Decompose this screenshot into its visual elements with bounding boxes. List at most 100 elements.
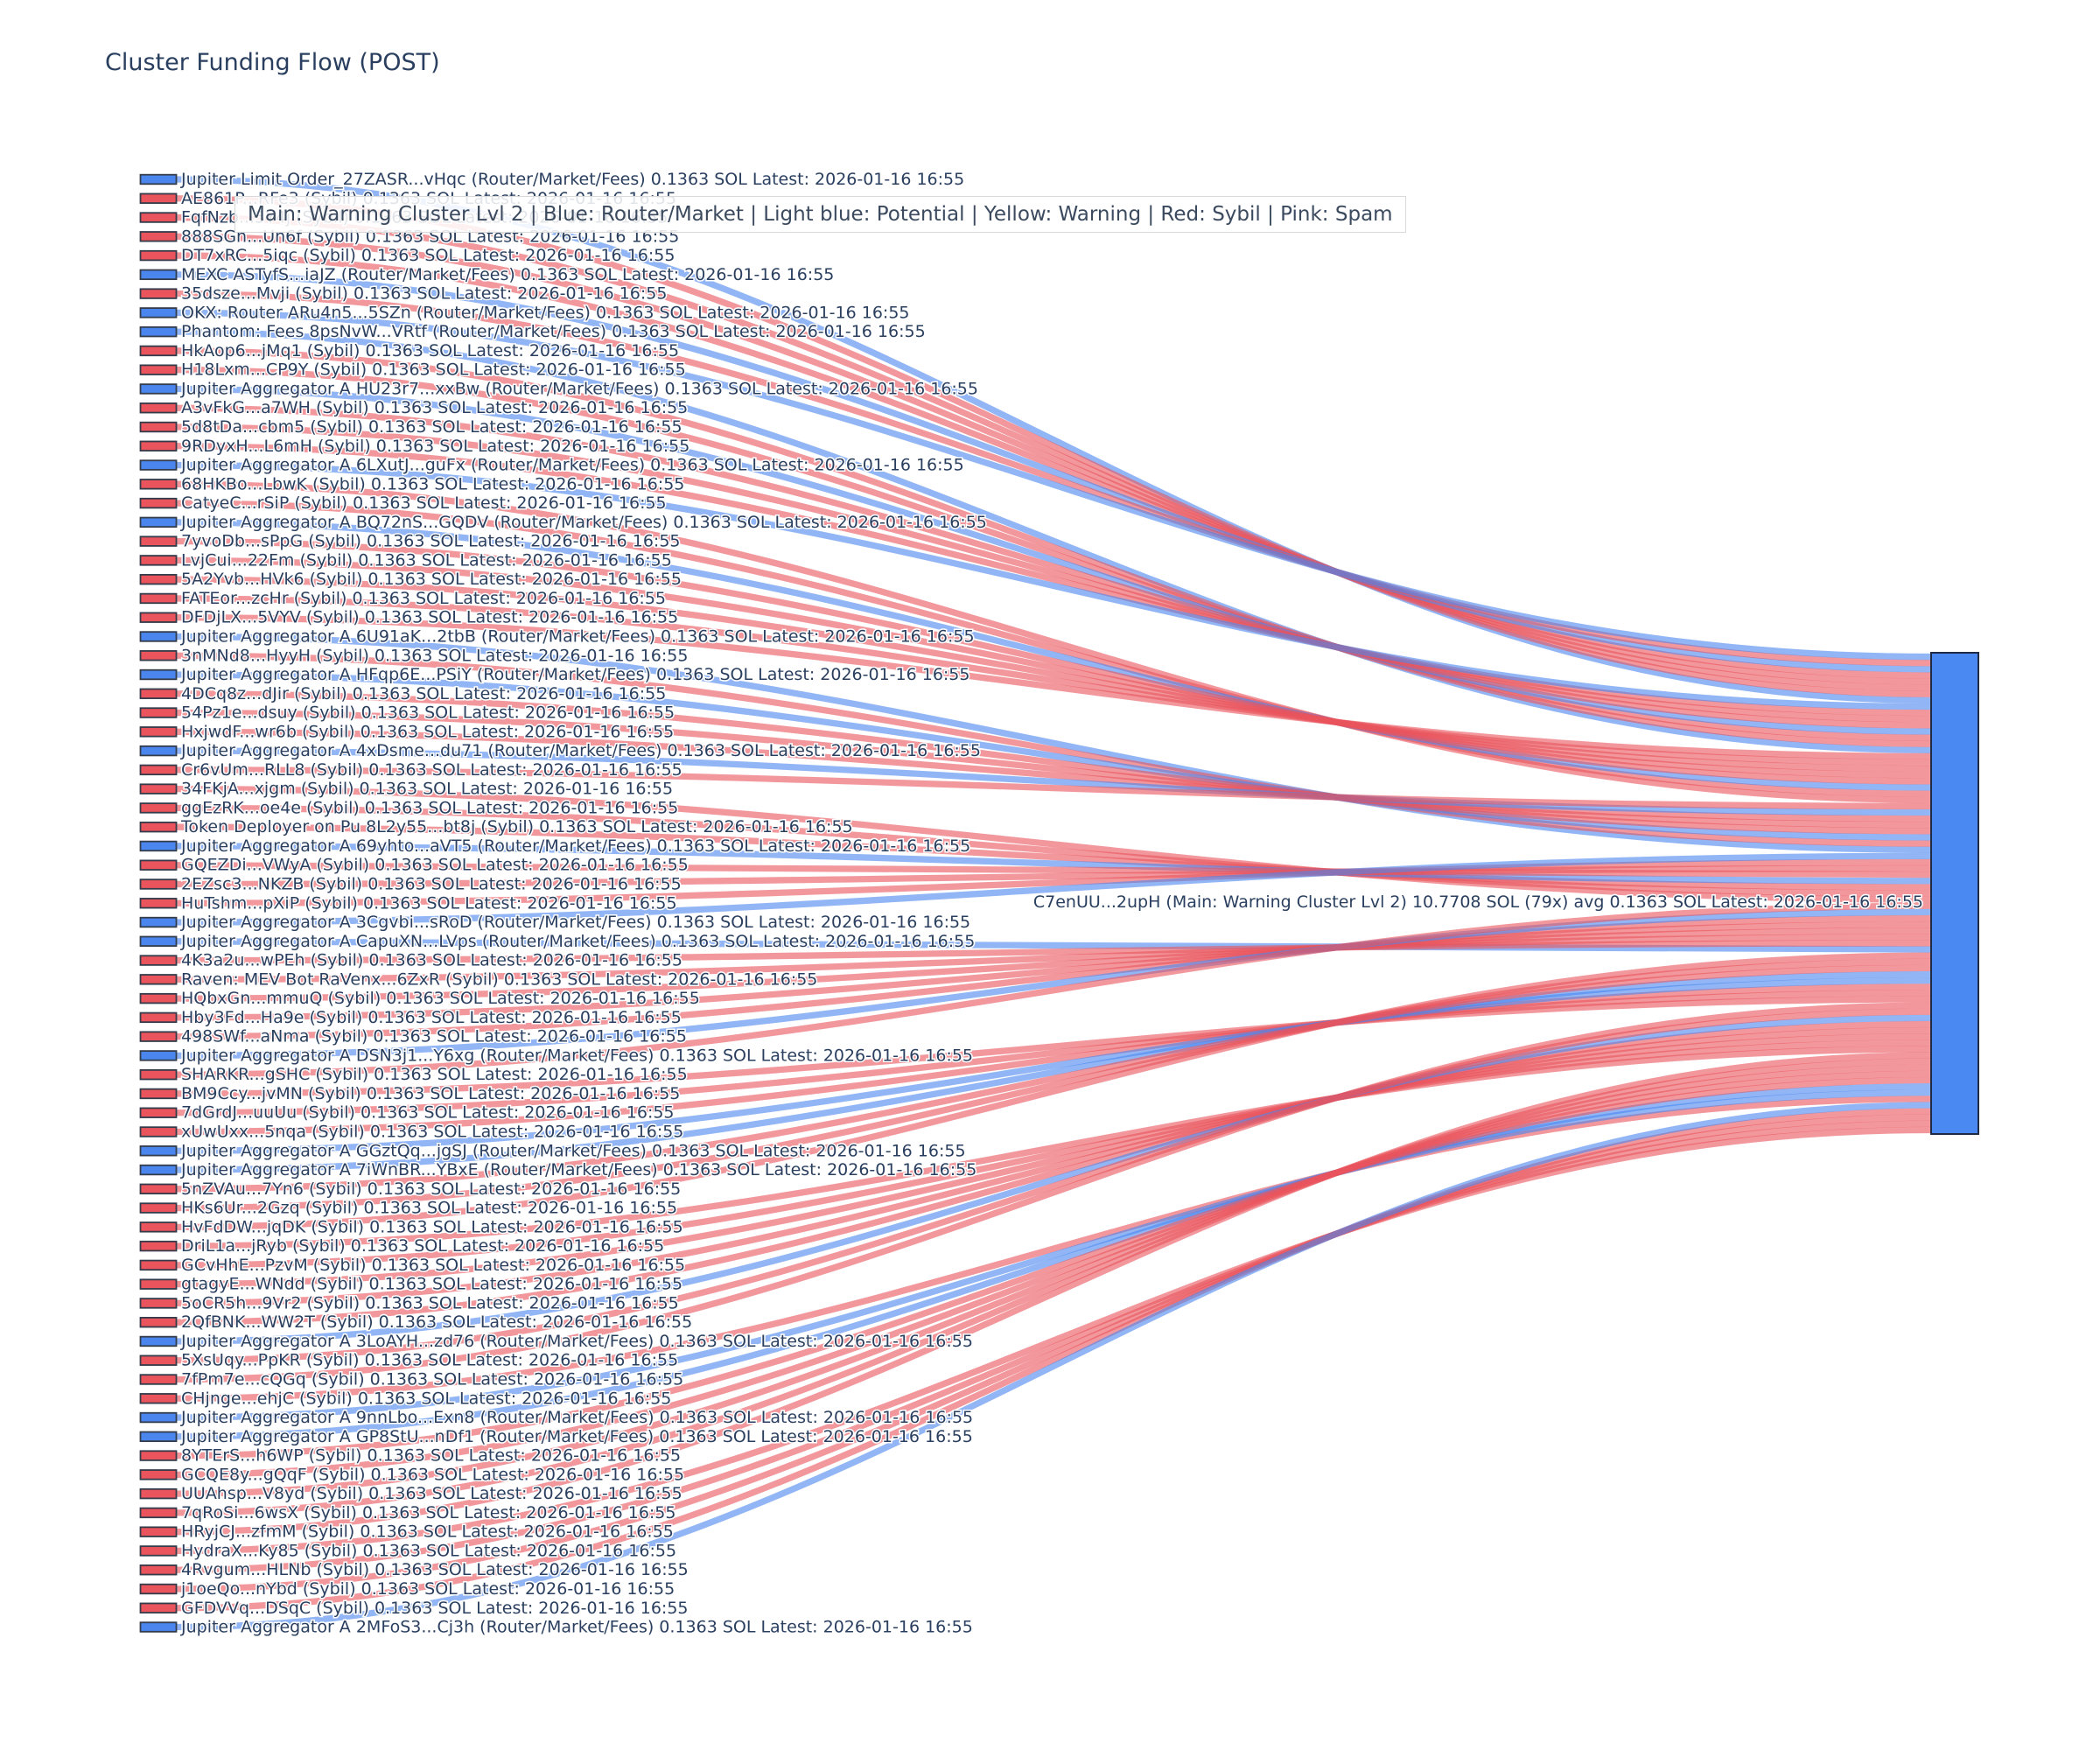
source-node[interactable] bbox=[139, 783, 178, 794]
flow-ribbon[interactable] bbox=[176, 480, 1932, 803]
source-node[interactable] bbox=[139, 1411, 178, 1424]
source-node[interactable] bbox=[139, 345, 178, 357]
source-node[interactable] bbox=[139, 935, 178, 948]
flow-ribbon[interactable] bbox=[176, 1008, 1932, 1364]
flow-ribbon[interactable] bbox=[176, 1102, 1932, 1631]
flow-ribbon[interactable] bbox=[176, 928, 1932, 1002]
flow-ribbon[interactable] bbox=[176, 633, 1932, 853]
flow-ribbon[interactable] bbox=[176, 576, 1932, 773]
source-node[interactable] bbox=[139, 1469, 178, 1480]
source-node[interactable] bbox=[139, 192, 178, 204]
source-node[interactable] bbox=[139, 383, 178, 395]
flow-ribbon[interactable] bbox=[176, 1089, 1932, 1421]
flow-ribbon[interactable] bbox=[176, 309, 1932, 661]
flow-ribbon[interactable] bbox=[176, 785, 1932, 903]
source-node[interactable] bbox=[139, 1012, 178, 1024]
flow-ribbon[interactable] bbox=[176, 934, 1932, 983]
flow-ribbon[interactable] bbox=[176, 964, 1932, 1193]
flow-ribbon[interactable] bbox=[176, 984, 1932, 1136]
source-node[interactable] bbox=[139, 1278, 178, 1290]
source-node[interactable] bbox=[139, 802, 178, 814]
source-node[interactable] bbox=[139, 536, 178, 547]
flow-ribbon[interactable] bbox=[176, 652, 1932, 847]
flow-ribbon[interactable] bbox=[176, 843, 1932, 885]
source-node[interactable] bbox=[139, 1602, 178, 1614]
flow-ribbon[interactable] bbox=[176, 1040, 1932, 1269]
source-node[interactable] bbox=[139, 307, 178, 318]
source-node[interactable] bbox=[139, 898, 178, 909]
source-node[interactable] bbox=[139, 612, 178, 623]
source-node[interactable] bbox=[139, 650, 178, 662]
source-node[interactable] bbox=[139, 688, 178, 699]
flow-ribbon[interactable] bbox=[176, 908, 1932, 1060]
flow-ribbon[interactable] bbox=[176, 864, 1932, 888]
source-node[interactable] bbox=[139, 764, 178, 776]
flow-ribbon[interactable] bbox=[176, 385, 1932, 735]
flow-ribbon[interactable] bbox=[176, 1026, 1932, 1307]
source-node[interactable] bbox=[139, 1393, 178, 1404]
flow-ribbon[interactable] bbox=[176, 347, 1932, 747]
source-node[interactable] bbox=[139, 249, 178, 262]
source-node[interactable] bbox=[139, 1564, 178, 1576]
flow-ribbon[interactable] bbox=[176, 1033, 1932, 1288]
source-node[interactable] bbox=[139, 555, 178, 566]
source-node[interactable] bbox=[139, 497, 178, 509]
flow-ribbon[interactable] bbox=[176, 902, 1932, 1078]
source-node[interactable] bbox=[139, 402, 178, 414]
source-node[interactable] bbox=[139, 1526, 178, 1537]
source-node[interactable] bbox=[139, 974, 178, 985]
flow-ribbon[interactable] bbox=[176, 914, 1932, 1040]
flow-ribbon[interactable] bbox=[176, 328, 1932, 753]
source-node[interactable] bbox=[139, 1031, 178, 1042]
source-node[interactable] bbox=[139, 269, 178, 281]
flow-ribbon[interactable] bbox=[176, 443, 1932, 717]
flow-ribbon[interactable] bbox=[176, 940, 1932, 964]
source-node[interactable] bbox=[139, 573, 178, 585]
source-node[interactable] bbox=[139, 231, 178, 242]
source-node[interactable] bbox=[139, 592, 178, 605]
flow-ribbon[interactable] bbox=[176, 709, 1932, 829]
flow-ribbon[interactable] bbox=[176, 862, 1932, 878]
source-node[interactable] bbox=[139, 364, 178, 375]
flow-ribbon[interactable] bbox=[176, 1082, 1932, 1440]
flow-ribbon[interactable] bbox=[176, 690, 1932, 835]
source-node[interactable] bbox=[139, 1164, 178, 1176]
flow-ribbon[interactable] bbox=[176, 990, 1932, 1116]
source-node[interactable] bbox=[139, 1450, 178, 1461]
source-node[interactable] bbox=[139, 992, 178, 1004]
source-node[interactable] bbox=[139, 1374, 178, 1385]
flow-ribbon[interactable] bbox=[176, 500, 1932, 797]
source-node[interactable] bbox=[139, 1317, 178, 1328]
flow-ribbon[interactable] bbox=[176, 595, 1932, 766]
source-node[interactable] bbox=[139, 1621, 178, 1633]
source-node[interactable] bbox=[139, 1298, 178, 1309]
flow-ribbon[interactable] bbox=[176, 424, 1932, 723]
flow-ribbon[interactable] bbox=[176, 252, 1932, 679]
source-node[interactable] bbox=[139, 707, 178, 718]
source-node[interactable] bbox=[139, 212, 178, 223]
source-node[interactable] bbox=[139, 1107, 178, 1118]
source-node[interactable] bbox=[139, 1240, 178, 1252]
source-node[interactable] bbox=[139, 1088, 178, 1100]
source-node[interactable] bbox=[139, 1222, 178, 1233]
flow-ribbon[interactable] bbox=[176, 290, 1932, 667]
flow-ribbon[interactable] bbox=[176, 938, 1932, 953]
flow-ribbon[interactable] bbox=[176, 537, 1932, 785]
source-node[interactable] bbox=[139, 1183, 178, 1195]
flow-ribbon[interactable] bbox=[176, 858, 1932, 906]
source-node[interactable] bbox=[139, 459, 178, 471]
source-node[interactable] bbox=[139, 1488, 178, 1500]
flow-ribbon[interactable] bbox=[176, 920, 1932, 1021]
flow-ribbon[interactable] bbox=[176, 852, 1932, 926]
flow-ribbon[interactable] bbox=[176, 1058, 1932, 1516]
source-node[interactable] bbox=[139, 1202, 178, 1214]
source-node[interactable] bbox=[139, 479, 178, 490]
target-node[interactable] bbox=[1930, 652, 1979, 1135]
source-node[interactable] bbox=[139, 421, 178, 433]
source-node[interactable] bbox=[139, 1431, 178, 1443]
flow-ribbon[interactable] bbox=[176, 271, 1932, 673]
flow-ribbon[interactable] bbox=[176, 804, 1932, 897]
flow-ribbon[interactable] bbox=[176, 404, 1932, 729]
source-node[interactable] bbox=[139, 878, 178, 890]
source-node[interactable] bbox=[139, 1583, 178, 1595]
